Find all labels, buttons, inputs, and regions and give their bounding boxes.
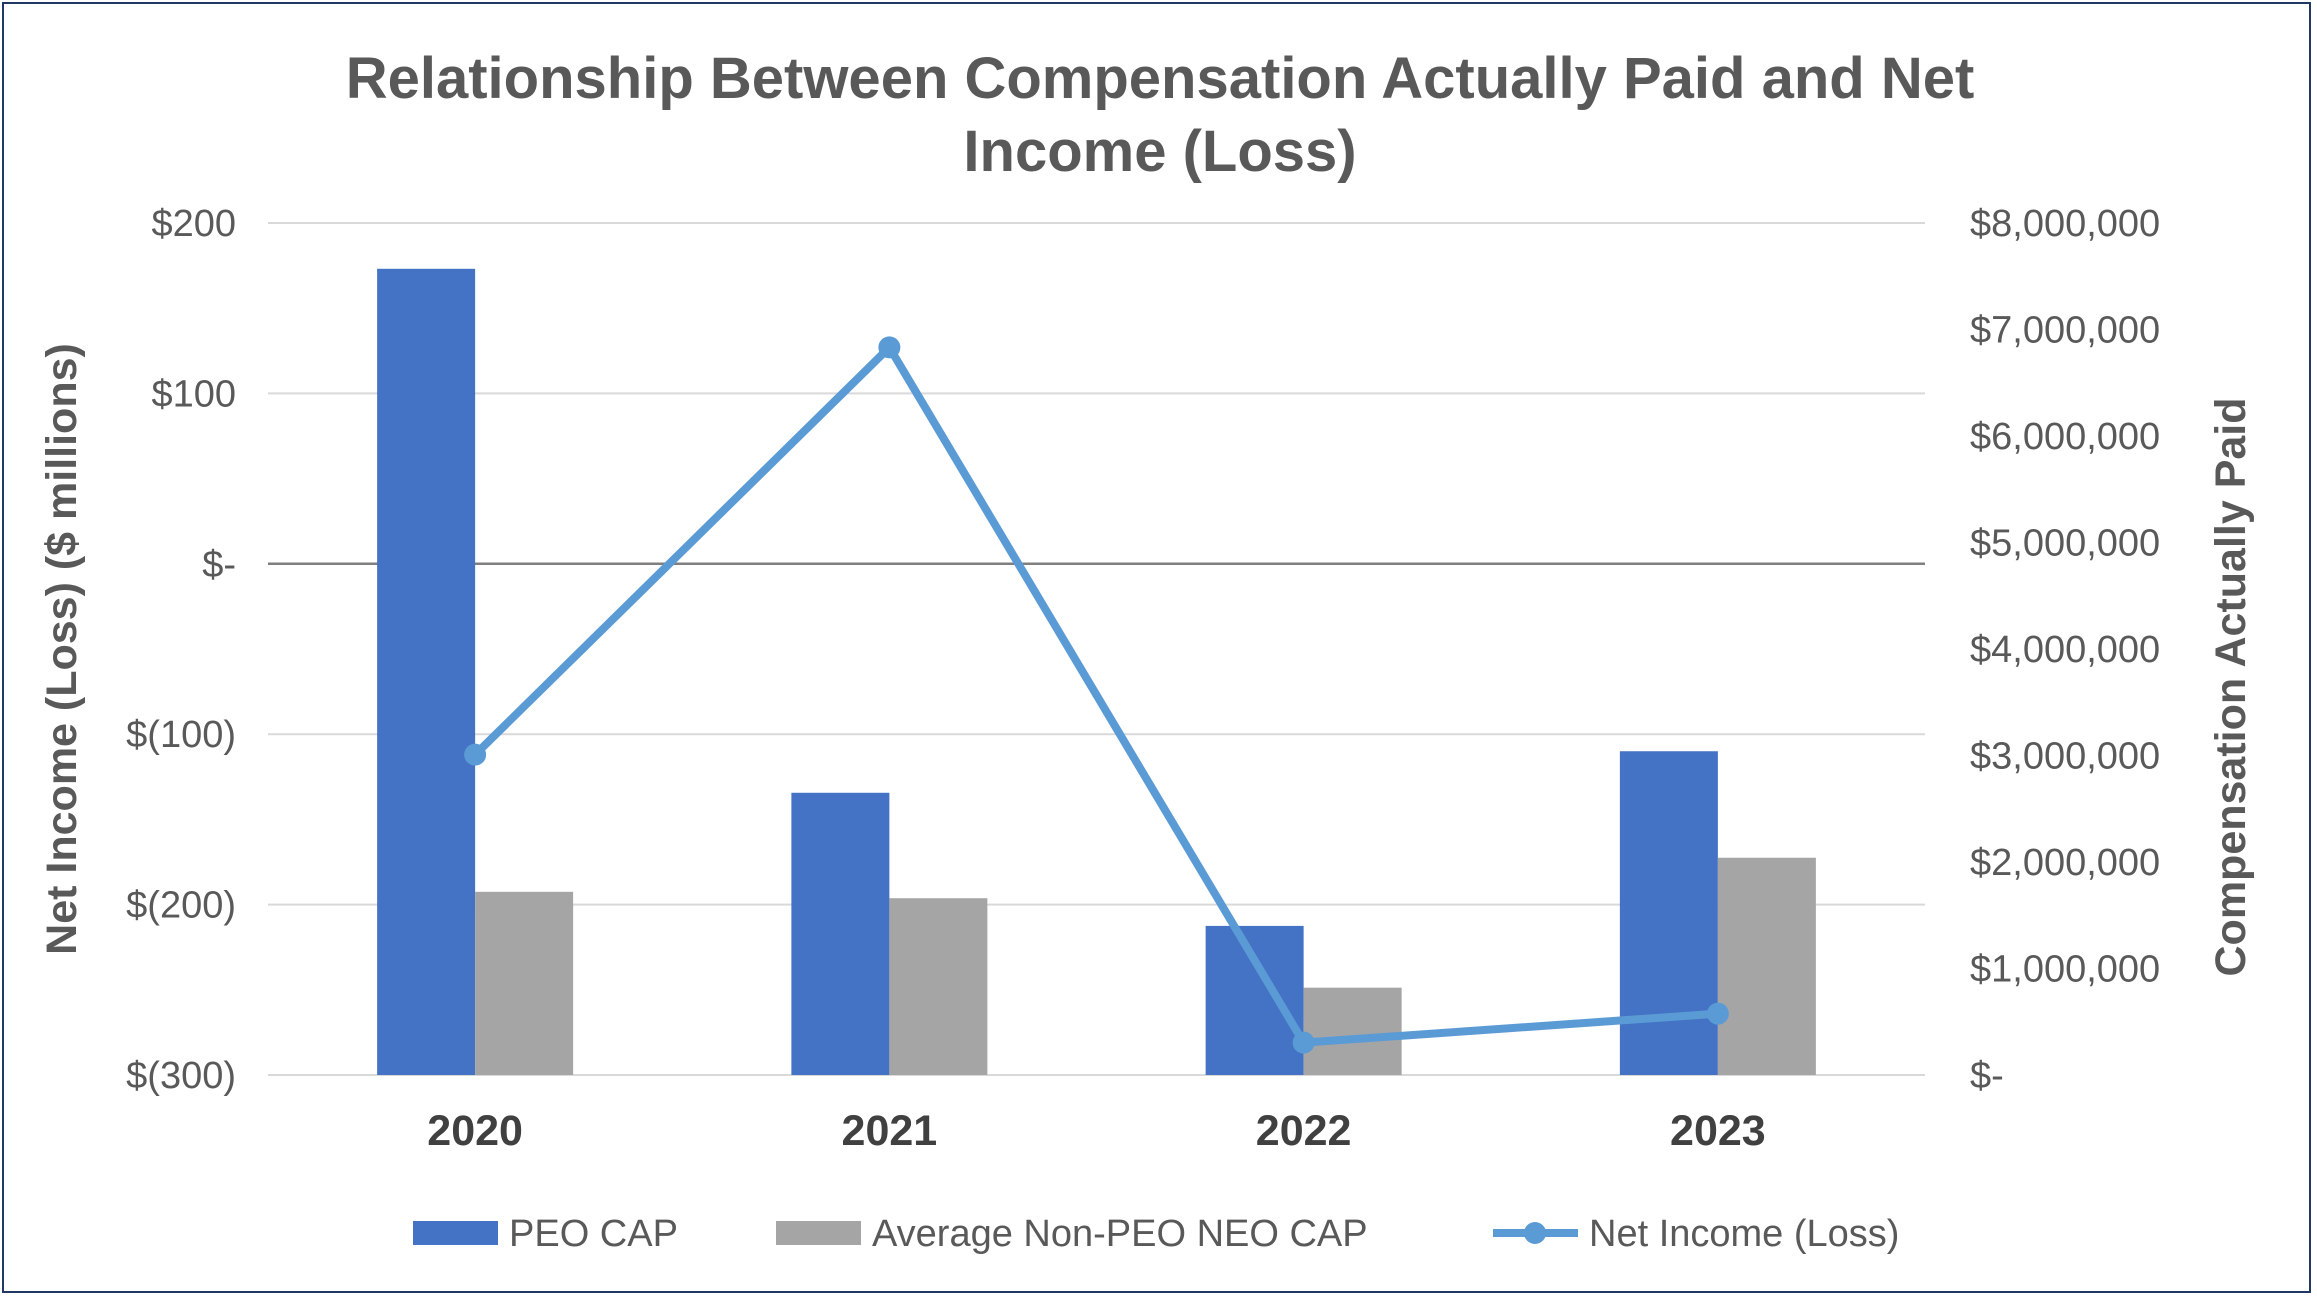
right-axis-tick-label: $7,000,000: [1970, 310, 2160, 352]
chart-title-line-2: Income (Loss): [963, 119, 1356, 184]
legend-label-average-non-peo-neo-cap: Average Non-PEO NEO CAP: [872, 1213, 1368, 1255]
bar-average-non-peo-neo-cap-2020: [475, 891, 574, 1075]
right-axis-tick-label: $6,000,000: [1970, 416, 2160, 458]
axis-ticks: $200 $100 $- $(100) $(200) $(300) $8,000,000 $7…: [126, 203, 2160, 1155]
point-net-income-loss-2022: [1292, 1031, 1315, 1054]
left-axis-tick-label: $(300): [126, 1055, 236, 1097]
left-axis-tick-label: $100: [151, 373, 236, 415]
right-axis-tick-label: $-: [1970, 1055, 2004, 1097]
left-axis-tick-label: $(200): [126, 885, 236, 927]
point-net-income-loss-2021: [878, 336, 901, 359]
bar-average-non-peo-neo-cap-2021: [889, 898, 988, 1075]
right-axis-tick-label: $4,000,000: [1970, 629, 2160, 671]
legend-swatch-peo-cap: [413, 1221, 498, 1245]
x-axis-category-label: 2021: [842, 1107, 938, 1155]
chart-title-line-1: Relationship Between Compensation Actual…: [346, 46, 1975, 111]
right-axis-tick-label: $8,000,000: [1970, 203, 2160, 245]
bar-peo-cap-2020: [377, 268, 476, 1075]
right-axis-tick-label: $1,000,000: [1970, 949, 2160, 991]
line-series: [464, 336, 1729, 1054]
left-axis-tick-label: $-: [202, 544, 236, 586]
x-axis-category-label: 2020: [427, 1107, 523, 1155]
x-axis-category-label: 2022: [1256, 1107, 1352, 1155]
legend-marker-net-income: [1524, 1222, 1546, 1244]
right-axis-tick-label: $2,000,000: [1970, 842, 2160, 884]
right-axis-tick-label: $5,000,000: [1970, 523, 2160, 565]
left-axis-tick-label: $(100): [126, 714, 236, 756]
chart: Relationship Between Compensation Actual…: [38, 46, 2255, 1255]
bar-peo-cap-2021: [791, 792, 890, 1075]
point-net-income-loss-2023: [1706, 1002, 1729, 1025]
bar-average-non-peo-neo-cap-2023: [1717, 857, 1816, 1075]
bar-peo-cap-2022: [1205, 925, 1304, 1075]
legend-swatch-average-non-peo-neo-cap: [776, 1221, 861, 1245]
bars: [377, 268, 1816, 1075]
line-net-income-loss: [472, 343, 1719, 1047]
bar-average-non-peo-neo-cap-2022: [1303, 987, 1402, 1075]
legend-label-peo-cap: PEO CAP: [509, 1213, 678, 1255]
left-axis-tick-label: $200: [151, 203, 236, 245]
right-axis-title: Compensation Actually Paid: [2207, 397, 2255, 976]
point-net-income-loss-2020: [464, 743, 487, 766]
right-axis-tick-label: $3,000,000: [1970, 736, 2160, 778]
legend-label-net-income: Net Income (Loss): [1589, 1213, 1899, 1255]
bar-peo-cap-2023: [1619, 751, 1718, 1075]
left-axis-title: Net Income (Loss) ($ millions): [38, 343, 86, 955]
legend: PEO CAP Average Non-PEO NEO CAP Net Inco…: [413, 1213, 1899, 1255]
x-axis-category-label: 2023: [1670, 1107, 1766, 1155]
